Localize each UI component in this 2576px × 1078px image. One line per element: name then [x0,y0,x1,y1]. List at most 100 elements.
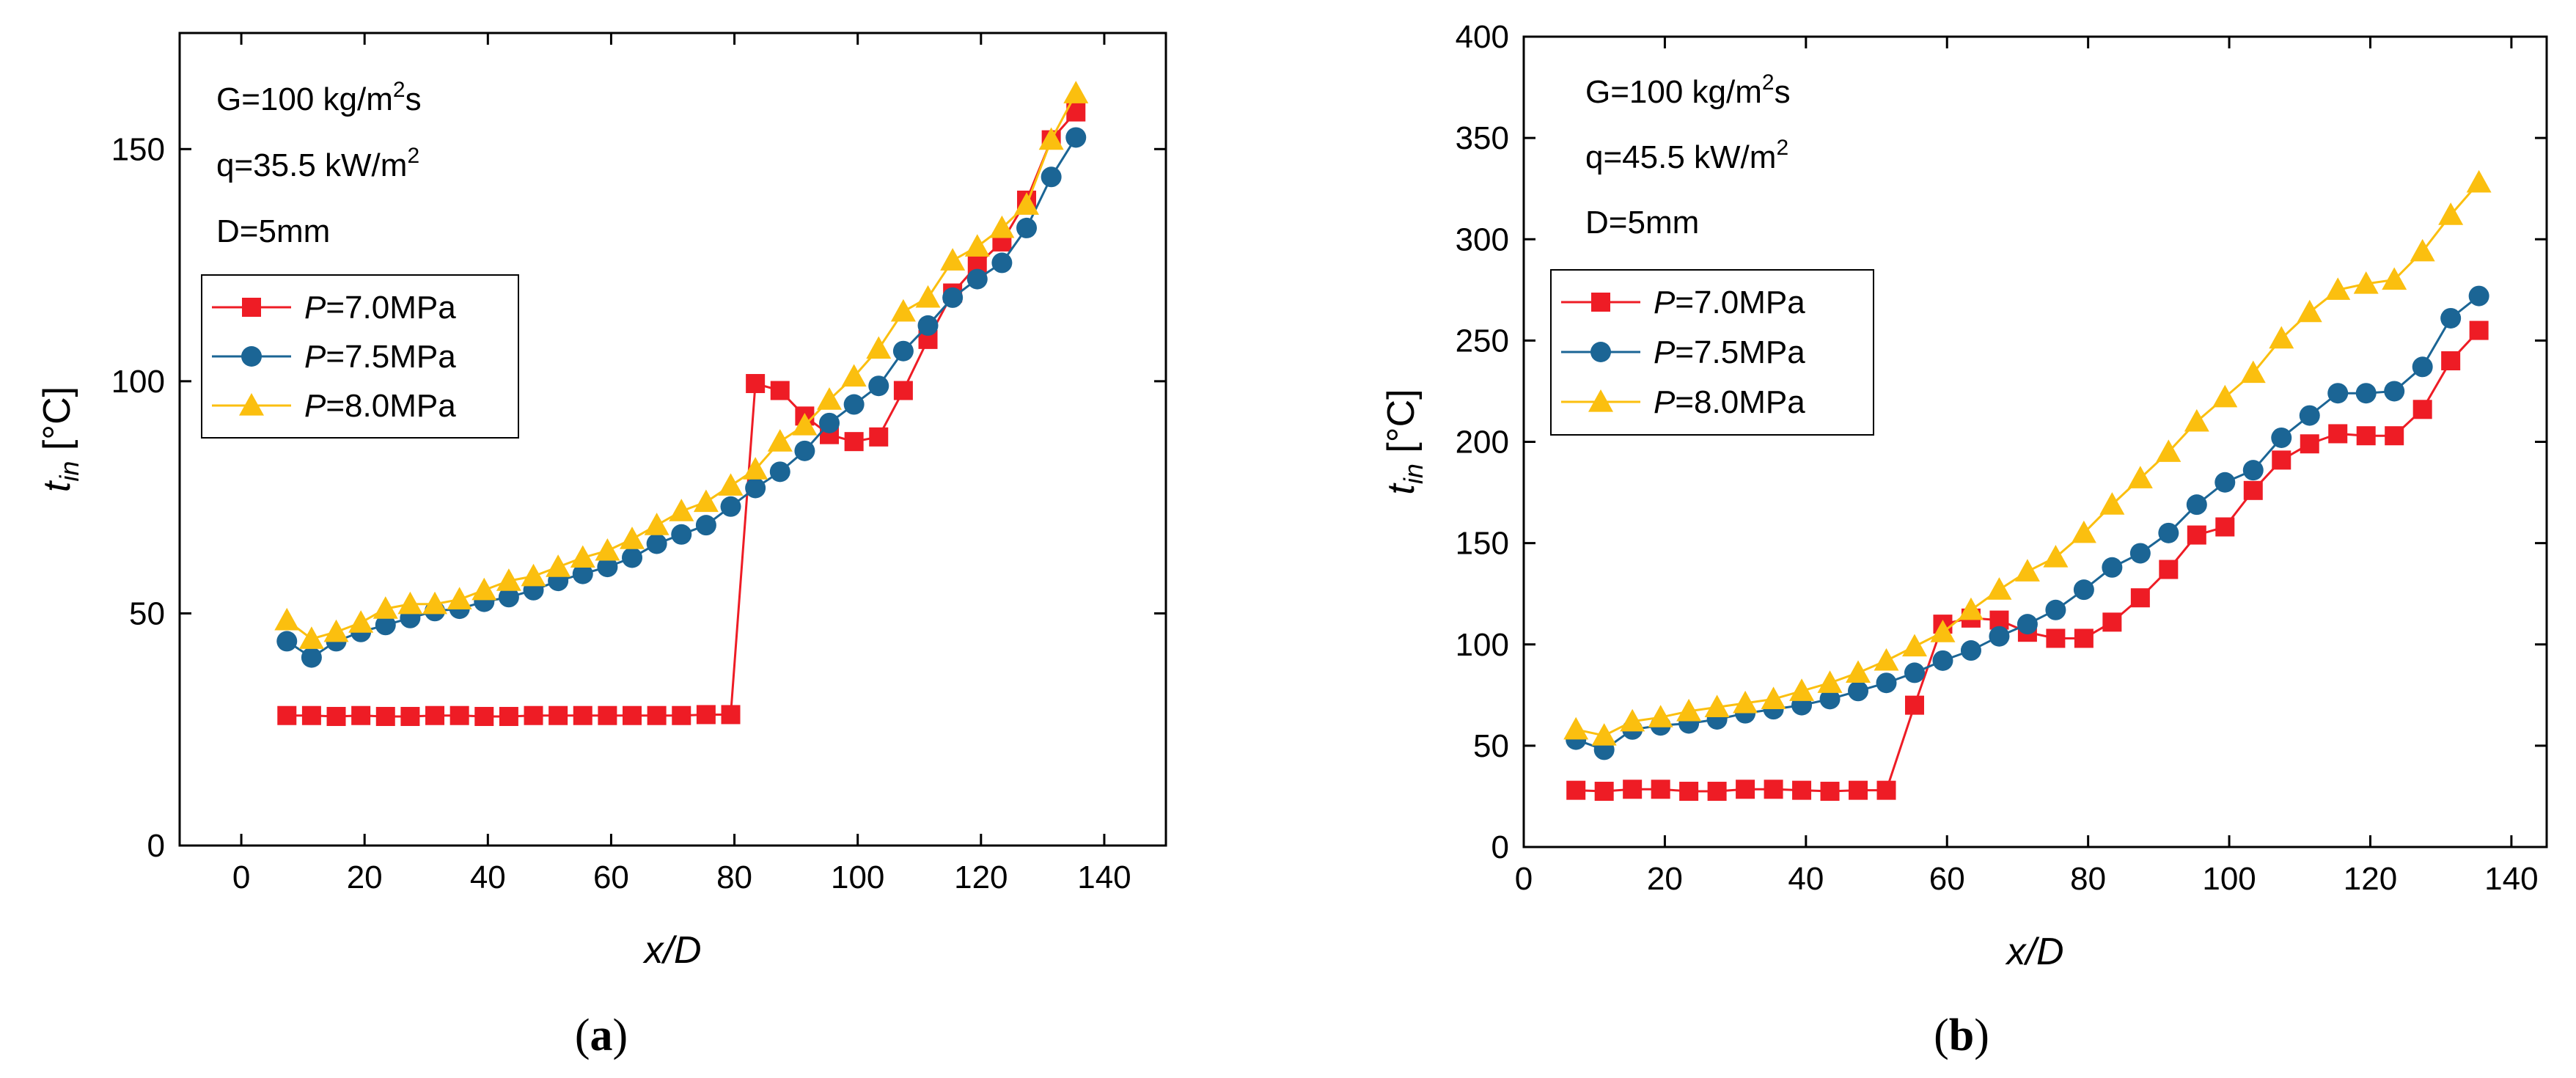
series-line [1575,181,2480,737]
data-point [351,705,371,725]
data-point [989,215,1015,238]
data-point [2440,307,2462,329]
data-point [2158,522,2179,543]
data-point [623,705,642,725]
data-point [2328,424,2348,444]
data-point [2297,299,2322,323]
data-point [499,706,518,726]
data-point [548,705,568,725]
data-point [400,706,420,726]
data-point [2099,492,2125,515]
data-point [622,547,643,568]
data-point [2469,320,2489,340]
y-tick-label: 50 [1473,728,1509,764]
data-point [277,705,297,725]
data-point [298,626,324,649]
x-tick-label: 60 [593,859,629,895]
data-point [274,607,300,631]
x-tick-label: 40 [1788,861,1824,897]
y-tick-label: 0 [147,828,165,864]
data-point [1063,81,1089,103]
data-point [2014,559,2040,582]
data-point [2441,351,2461,370]
data-point [794,440,815,461]
data-point [2300,434,2319,454]
y-tick-label: 150 [1456,526,1509,562]
data-point [471,577,497,601]
x-tick-label: 40 [470,859,506,895]
data-point [2215,517,2235,537]
data-point [2127,466,2153,488]
data-point [1764,780,1783,799]
series-square [1566,320,2489,802]
data-point [1651,780,1670,799]
data-point [1733,690,1758,714]
data-point [693,489,719,513]
data-point [2129,543,2151,564]
data-point [2468,285,2489,307]
data-point [1648,705,1673,727]
data-point [696,705,716,725]
data-point [819,412,840,433]
data-point [1930,620,1956,642]
data-point [521,563,546,587]
data-point [1065,127,1087,148]
legend-marker [239,393,264,416]
data-point [598,705,617,725]
annotation-g: G=100 kg/m2s [1585,70,1791,110]
data-point [1874,648,1899,671]
legend-marker [1590,342,1611,362]
panel-label: (b) [1934,1011,1989,1060]
data-point [1736,780,1755,799]
data-point [2355,383,2377,404]
legend-label: P=8.0MPa [1654,384,1805,420]
data-point [2102,612,2122,632]
annotation-d: D=5mm [1585,205,1699,241]
plot-frame [178,32,1167,847]
data-point [646,533,667,554]
data-point [893,381,913,400]
data-point [323,619,349,642]
data-point [2356,426,2376,446]
data-point [2327,383,2349,404]
data-point [2214,472,2236,493]
panel-a: 0 20 40 60 80 100 120 140 0 50 100 150 x/D tin [°C] G=… [36,32,1167,1060]
data-point [1820,782,1840,802]
data-point [1566,780,1586,800]
data-point [671,524,692,545]
x-tick-label: 120 [2344,861,2397,897]
x-tick-label: 140 [2484,861,2538,897]
x-tick-label: 60 [1929,861,1965,897]
data-point [1041,166,1062,188]
data-point [2243,480,2263,500]
data-point [991,252,1013,274]
data-point [1591,723,1617,746]
data-point [2074,628,2094,648]
x-tick-label: 0 [1515,861,1533,897]
data-point [496,568,521,591]
data-point [2438,202,2464,225]
data-point [474,706,494,726]
data-point [2412,356,2433,378]
data-point [940,248,966,271]
legend: P=7.0MPa P=7.5MPa P=8.0MPa [1550,269,1874,436]
data-point [966,268,988,290]
data-point [844,432,864,452]
data-point [1932,650,1953,671]
data-point [2240,360,2266,384]
data-point [572,563,593,584]
data-point [2242,460,2264,481]
panel-b: 0 20 40 60 80 100 120 140 0 50 100 150 200 250 300 350 4… [1380,19,2548,1060]
data-point [2271,427,2292,448]
data-point [892,340,914,362]
series-triangle [1563,169,2492,746]
data-point [301,647,322,668]
data-point [447,587,472,610]
data-point [2187,525,2206,545]
data-point [1819,689,1841,710]
series-triangle [274,81,1089,649]
data-point [1849,780,1868,800]
x-tick-label: 100 [831,859,884,895]
y-tick-label: 400 [1456,19,1509,55]
y-tick-label: 350 [1456,120,1509,156]
